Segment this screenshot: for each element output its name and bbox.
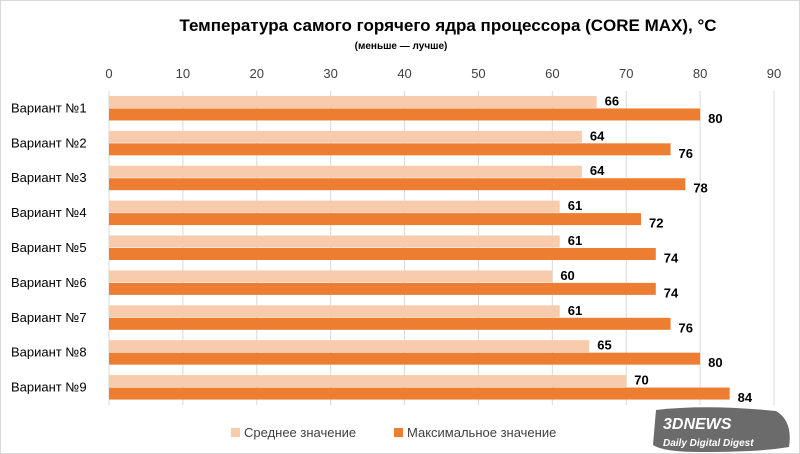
data-label: 64 <box>590 128 605 143</box>
bar-max <box>109 352 701 365</box>
bar-avg <box>109 270 553 283</box>
data-label: 78 <box>693 181 707 196</box>
bar-avg <box>109 165 582 178</box>
x-tick-label: 30 <box>323 66 337 81</box>
category-label: Вариант №4 <box>11 205 87 220</box>
data-label: 74 <box>664 285 679 300</box>
watermark-brand: 3DNEWS <box>663 416 732 433</box>
data-label: 60 <box>560 268 574 283</box>
bar-avg <box>109 235 560 248</box>
data-label: 74 <box>664 251 679 266</box>
bar-avg <box>109 130 582 143</box>
bar-max <box>109 143 671 156</box>
bar-max <box>109 317 671 330</box>
bar-avg <box>109 340 590 353</box>
x-tick-label: 50 <box>471 66 485 81</box>
legend-label-max: Максимальное значение <box>407 425 556 440</box>
x-tick-label: 40 <box>397 66 411 81</box>
data-label: 76 <box>679 146 693 161</box>
bar-max <box>109 178 686 191</box>
category-label: Вариант №7 <box>11 310 87 325</box>
data-label: 70 <box>634 373 648 388</box>
legend-label-avg: Среднее значение <box>244 425 356 440</box>
data-labels: 66 80 64 76 64 78 61 72 61 74 60 74 61 76 65 80 70 84 <box>560 93 753 405</box>
bar-max <box>109 387 730 400</box>
legend-swatch-avg <box>231 428 240 437</box>
bar-max <box>109 248 656 260</box>
category-label: Вариант №3 <box>11 170 87 185</box>
chart-title: Температура самого горячего ядра процесс… <box>179 16 716 35</box>
chart-subtitle: (меньше — лучше) <box>355 41 448 52</box>
data-label: 61 <box>568 233 582 248</box>
bar-avg <box>109 95 597 108</box>
data-label: 76 <box>679 320 693 335</box>
watermark-logo: 3DNEWS Daily Digital Digest <box>653 407 790 452</box>
bar-avg <box>109 305 560 318</box>
data-label: 64 <box>590 163 605 178</box>
data-label: 66 <box>605 93 619 108</box>
category-label: Вариант №6 <box>11 275 87 290</box>
x-tick-label: 20 <box>250 66 264 81</box>
x-tick-label: 0 <box>105 66 112 81</box>
y-axis-categories: Вариант №1 Вариант №2 Вариант №3 Вариант №4… <box>11 100 87 394</box>
data-label: 80 <box>708 355 722 370</box>
category-label: Вариант №1 <box>11 100 87 115</box>
x-tick-label: 10 <box>176 66 190 81</box>
legend: Среднее значение Максимальное значение <box>231 425 556 440</box>
x-tick-label: 80 <box>693 66 707 81</box>
x-tick-label: 60 <box>545 66 559 81</box>
category-label: Вариант №5 <box>11 240 87 255</box>
bar-max <box>109 282 656 295</box>
bar-max <box>109 213 641 226</box>
x-tick-label: 70 <box>619 66 633 81</box>
x-axis-ticks: 0 10 20 30 40 50 60 70 80 90 <box>105 66 781 81</box>
data-label: 84 <box>738 390 753 405</box>
legend-swatch-max <box>394 428 403 437</box>
data-label: 61 <box>568 198 582 213</box>
category-label: Вариант №9 <box>11 380 87 395</box>
data-label: 72 <box>649 216 663 231</box>
data-label: 61 <box>568 303 582 318</box>
bar-avg <box>109 200 560 213</box>
data-label: 65 <box>597 338 611 353</box>
category-label: Вариант №2 <box>11 135 87 150</box>
watermark-tagline: Daily Digital Digest <box>663 438 754 449</box>
data-label: 80 <box>708 111 722 126</box>
bar-max <box>109 108 701 121</box>
x-tick-label: 90 <box>767 66 781 81</box>
category-label: Вариант №8 <box>11 345 87 360</box>
bars <box>109 95 730 400</box>
bar-avg <box>109 375 627 388</box>
